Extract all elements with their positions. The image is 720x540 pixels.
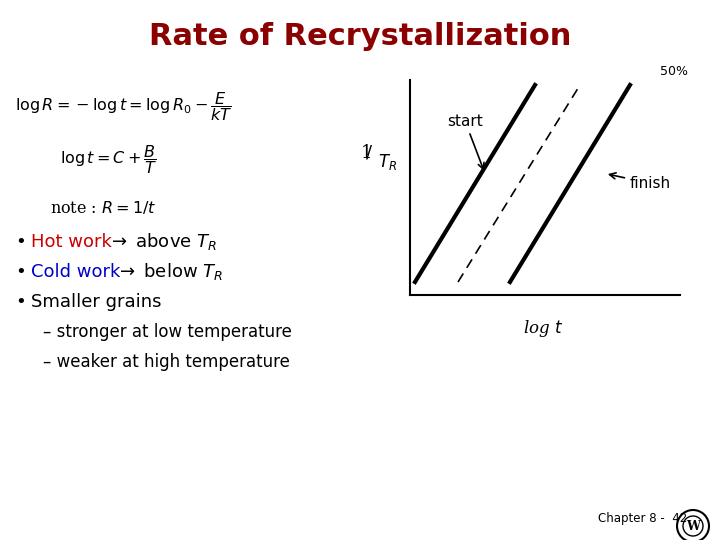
- Text: finish: finish: [610, 173, 671, 191]
- Text: $\rightarrow$ above $T_R$: $\rightarrow$ above $T_R$: [102, 232, 217, 253]
- Text: Rate of Recrystallization: Rate of Recrystallization: [149, 22, 571, 51]
- Text: 50%: 50%: [660, 65, 688, 78]
- Text: $\rightarrow$ below $T_R$: $\rightarrow$ below $T_R$: [110, 261, 223, 282]
- Text: W: W: [686, 519, 700, 532]
- Text: note : $R = 1/t$: note : $R = 1/t$: [50, 199, 156, 217]
- Text: Chapter 8 -  42: Chapter 8 - 42: [598, 512, 688, 525]
- Text: Smaller grains: Smaller grains: [31, 293, 161, 311]
- Text: log $t$: log $t$: [523, 318, 563, 339]
- Text: start: start: [447, 113, 484, 169]
- Text: •: •: [15, 293, 26, 311]
- Text: $\log t = C + \dfrac{B}{T}$: $\log t = C + \dfrac{B}{T}$: [60, 144, 158, 177]
- Text: – stronger at low temperature: – stronger at low temperature: [43, 323, 292, 341]
- Text: •: •: [15, 233, 26, 251]
- Text: $T_R$: $T_R$: [378, 152, 397, 172]
- Text: Hot work: Hot work: [31, 233, 112, 251]
- Text: – weaker at high temperature: – weaker at high temperature: [43, 353, 290, 371]
- Text: •: •: [15, 263, 26, 281]
- Text: $\log R = -\log t = \log R_0 - \dfrac{E}{kT}$: $\log R = -\log t = \log R_0 - \dfrac{E}…: [15, 91, 233, 124]
- Text: $\mathregular{1}\!\!/\!$: $\mathregular{1}\!\!/\!$: [360, 143, 374, 161]
- Text: Cold work: Cold work: [31, 263, 120, 281]
